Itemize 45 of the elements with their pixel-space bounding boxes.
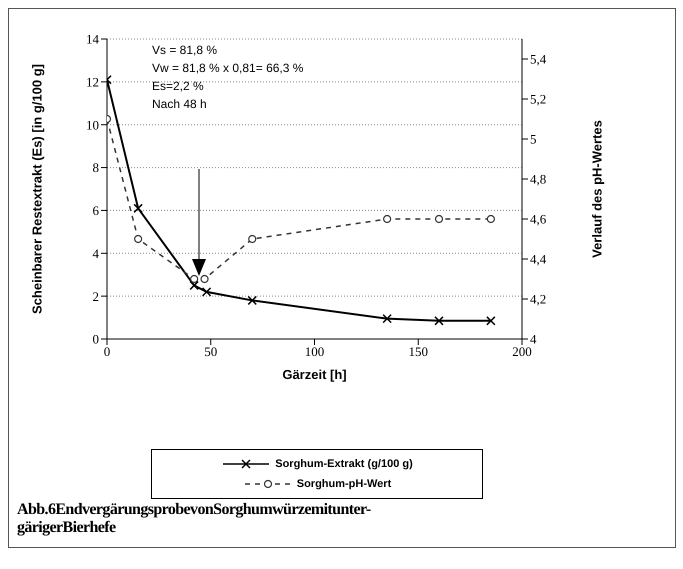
y2-tick-label: 5,4 <box>530 52 547 67</box>
legend-label: Sorghum-pH-Wert <box>296 478 392 490</box>
x-tick-label: 150 <box>408 344 428 360</box>
point <box>486 214 495 224</box>
annotation: Nach 48 h <box>152 96 208 113</box>
y-tick-label: 2 <box>92 288 99 304</box>
x-tick-label: 50 <box>204 344 218 360</box>
y-tick-label: 8 <box>92 160 99 176</box>
y2-tick-label: 5 <box>530 132 536 147</box>
point <box>248 296 257 306</box>
annotation: Es=2,2 % <box>152 78 205 95</box>
x-tick-label: 200 <box>512 344 532 360</box>
point <box>383 214 392 224</box>
y2-tick-label: 4,4 <box>530 252 547 267</box>
y-tick-label: 14 <box>86 32 100 47</box>
point <box>434 214 444 224</box>
point <box>133 204 143 214</box>
point <box>200 274 209 284</box>
y-tick-label: 6 <box>92 203 100 218</box>
point <box>486 316 496 326</box>
y-tick-label: 10 <box>86 117 99 132</box>
point <box>434 316 444 326</box>
y-axis-title: Scheinbarer Restextrakt (Es) [in g/100 g] <box>30 64 45 314</box>
point <box>248 234 256 244</box>
x-tick-label: 100 <box>304 344 324 360</box>
caption: Abb.6EndvergärungsprobevonSorghumwürzemitunter-gärigerBierhefe <box>17 501 372 537</box>
point <box>134 234 142 244</box>
y2-tick-label: 4,8 <box>530 172 546 187</box>
x-tick-label: 0 <box>104 344 110 360</box>
legend-label: Sorghum-Extrakt (g/100 g) <box>275 458 413 470</box>
point <box>202 287 212 297</box>
y2-tick-label: 4,6 <box>530 212 547 227</box>
y2-tick-label: 4 <box>530 332 537 347</box>
y2-tick-label: 4,2 <box>530 292 546 307</box>
point <box>382 314 392 324</box>
point <box>190 274 198 284</box>
point <box>189 280 199 290</box>
annotation: Vw = 81,8 % x 0,81= 66,3 % <box>152 60 304 77</box>
y2-axis-title: Verlauf des pH-Wertes <box>590 120 605 258</box>
x-axis-title: Gärzeit [h] <box>282 367 347 382</box>
y-tick-label: 0 <box>92 332 99 347</box>
y2-tick-label: 5,2 <box>530 92 546 107</box>
annotation: Vs = 81,8 % <box>152 42 218 59</box>
y-tick-label: 4 <box>92 246 100 261</box>
y-tick-label: 12 <box>86 74 99 90</box>
